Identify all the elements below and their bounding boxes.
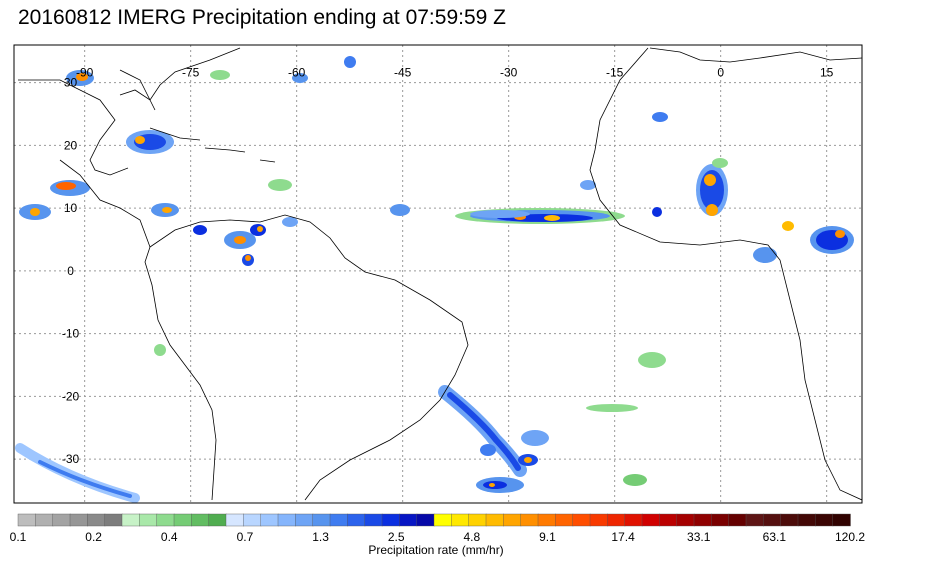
colorbar-tick-label: 1.3 <box>312 530 329 544</box>
colorbar-swatch <box>295 513 314 527</box>
colorbar-swatch <box>260 513 279 527</box>
lon-tick-label: 15 <box>820 65 834 79</box>
colorbar-label: Precipitation rate (mm/hr) <box>368 543 503 557</box>
colorbar-swatch <box>329 513 349 527</box>
lat-tick-label: -30 <box>62 452 80 466</box>
colorbar-swatch <box>676 513 695 527</box>
colorbar-tick-label: 120.2 <box>835 530 865 544</box>
colorbar-swatch <box>87 513 106 527</box>
colorbar-swatch <box>641 513 661 527</box>
colorbar-swatch <box>711 513 730 527</box>
colorbar-swatch <box>797 513 817 527</box>
lat-tick-label: 30 <box>64 76 78 90</box>
map-title: 20160812 IMERG Precipitation ending at 0… <box>18 6 506 29</box>
plot-frame <box>13 44 863 504</box>
colorbar-swatch <box>745 513 765 527</box>
colorbar-swatch <box>624 513 643 527</box>
lon-tick-label: -60 <box>288 65 306 79</box>
lat-tick-label: -20 <box>62 389 80 403</box>
colorbar-swatch <box>485 513 505 527</box>
colorbar-swatch <box>537 513 557 527</box>
colorbar-tick-label: 0.1 <box>10 530 27 544</box>
colorbar-swatch <box>555 513 574 527</box>
lon-tick-label: -30 <box>500 65 518 79</box>
colorbar-tick-label: 9.1 <box>539 530 556 544</box>
colorbar-swatch <box>17 513 37 527</box>
colorbar-swatch <box>173 513 193 527</box>
colorbar-swatch <box>243 513 262 527</box>
coastlines <box>18 47 862 501</box>
colorbar-swatch <box>312 513 331 527</box>
colorbar-swatch <box>572 513 591 527</box>
colorbar-tick-label: 17.4 <box>611 530 635 544</box>
colorbar-swatch <box>763 513 782 527</box>
colorbar-swatch <box>208 513 227 527</box>
colorbar-tick-label: 33.1 <box>687 530 711 544</box>
colorbar-tick-label: 2.5 <box>388 530 405 544</box>
colorbar-swatch <box>780 513 799 527</box>
lat-tick-label: -10 <box>62 327 80 341</box>
colorbar-swatch <box>520 513 539 527</box>
lat-tick-label: 10 <box>64 201 78 215</box>
colorbar-swatch <box>815 513 834 527</box>
colorbar-tick-label: 0.4 <box>161 530 178 544</box>
colorbar-swatch <box>381 513 401 527</box>
colorbar-swatch <box>728 513 747 527</box>
colorbar-swatch <box>191 513 210 527</box>
colorbar-swatch <box>468 513 487 527</box>
colorbar-swatch <box>451 513 470 527</box>
tick-labels: -90 -75 -60 -45 -30 -15 0 15 30 20 10 0 -10 -20 -30 <box>62 65 834 466</box>
lat-tick-label: 0 <box>67 264 74 278</box>
colorbar-swatch <box>589 513 609 527</box>
colorbar-swatch <box>35 513 54 527</box>
colorbar-tick-label: 4.8 <box>463 530 480 544</box>
colorbar-swatch <box>121 513 141 527</box>
colorbar-swatch <box>433 513 453 527</box>
plot-area <box>14 45 862 503</box>
colorbar-swatch <box>225 513 245 527</box>
colorbar-swatch <box>347 513 366 527</box>
colorbar-tick-label: 63.1 <box>763 530 787 544</box>
colorbar-swatch <box>104 513 123 527</box>
colorbar-swatch <box>693 513 713 527</box>
colorbar-swatch <box>156 513 175 527</box>
colorbar: 0.1 0.2 0.4 0.7 1.3 2.5 4.8 9.1 17.4 33.1 63.1 120.… <box>10 513 865 544</box>
lat-tick-label: 20 <box>64 138 78 152</box>
colorbar-swatch <box>607 513 626 527</box>
lon-tick-label: -15 <box>606 65 624 79</box>
colorbar-swatch <box>364 513 383 527</box>
colorbar-swatch <box>139 513 158 527</box>
precipitation-overlay <box>15 56 854 503</box>
colorbar-swatch <box>659 513 678 527</box>
colorbar-swatch <box>399 513 418 527</box>
colorbar-swatch <box>69 513 89 527</box>
colorbar-tick-label: 0.2 <box>85 530 102 544</box>
colorbar-tick-label: 0.7 <box>237 530 254 544</box>
colorbar-swatch <box>503 513 522 527</box>
lon-tick-label: -75 <box>182 65 200 79</box>
colorbar-swatch <box>832 513 851 527</box>
lon-tick-label: -45 <box>394 65 412 79</box>
colorbar-swatch <box>416 513 435 527</box>
colorbar-swatch <box>277 513 297 527</box>
lon-tick-label: -90 <box>76 65 94 79</box>
lon-tick-label: 0 <box>717 65 724 79</box>
colorbar-swatch <box>52 513 71 527</box>
